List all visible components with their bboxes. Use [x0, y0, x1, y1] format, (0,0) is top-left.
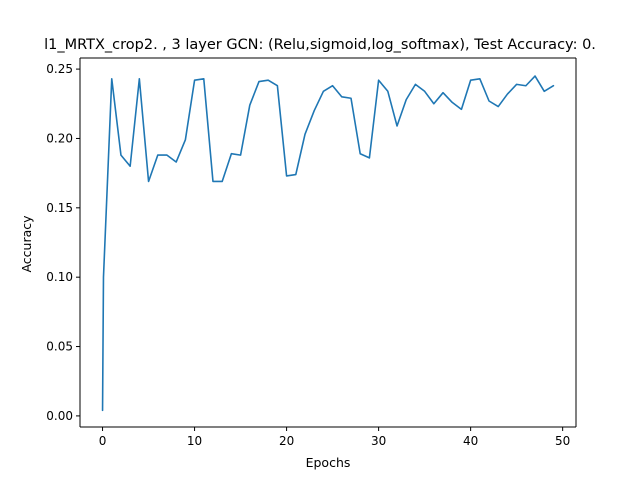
y-tick-label: 0.00	[46, 409, 73, 423]
x-tick-label: 20	[279, 434, 294, 448]
chart-title: l1_MRTX_crop2. , 3 layer GCN: (Relu,sigm…	[44, 37, 596, 53]
y-tick-label: 0.15	[46, 201, 73, 215]
x-tick-label: 40	[463, 434, 478, 448]
y-tick-label: 0.05	[46, 340, 73, 354]
x-tick-label: 10	[187, 434, 202, 448]
x-tick-label: 50	[555, 434, 570, 448]
plot-area: 0 10 20 30 40 50 0.00 0.05 0.10 0.15 0.20 0.25	[46, 57, 577, 448]
x-tick-label: 30	[371, 434, 386, 448]
y-tick-label: 0.10	[46, 270, 73, 284]
x-tick-label: 0	[99, 434, 107, 448]
y-tick-label: 0.25	[46, 62, 73, 76]
y-tick-label: 0.20	[46, 131, 73, 145]
series-line	[101, 75, 555, 412]
y-axis-label: Accuracy	[19, 215, 34, 273]
x-axis-label: Epochs	[306, 455, 351, 470]
